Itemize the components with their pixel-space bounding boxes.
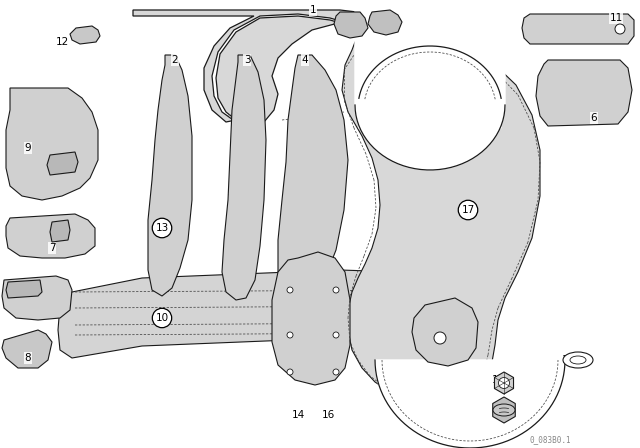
Polygon shape bbox=[342, 30, 540, 400]
Text: 6: 6 bbox=[591, 113, 597, 123]
Circle shape bbox=[434, 332, 446, 344]
Polygon shape bbox=[355, 0, 505, 170]
Circle shape bbox=[287, 287, 293, 293]
Polygon shape bbox=[278, 55, 348, 300]
Polygon shape bbox=[368, 10, 402, 35]
Text: 9: 9 bbox=[25, 143, 31, 153]
Text: 0_083B0.1: 0_083B0.1 bbox=[530, 435, 572, 444]
Polygon shape bbox=[536, 60, 632, 126]
Polygon shape bbox=[334, 12, 368, 38]
Text: 13: 13 bbox=[492, 375, 504, 385]
Polygon shape bbox=[412, 298, 478, 366]
Text: 7: 7 bbox=[49, 243, 55, 253]
Polygon shape bbox=[6, 280, 42, 298]
Polygon shape bbox=[493, 397, 515, 423]
Ellipse shape bbox=[493, 404, 515, 416]
Text: 8: 8 bbox=[25, 353, 31, 363]
Text: 13: 13 bbox=[156, 223, 168, 233]
Circle shape bbox=[287, 369, 293, 375]
Text: 11: 11 bbox=[609, 13, 623, 23]
Polygon shape bbox=[133, 10, 448, 126]
Text: 16: 16 bbox=[321, 410, 335, 420]
Ellipse shape bbox=[563, 352, 593, 368]
Text: 1: 1 bbox=[310, 5, 316, 15]
Text: 5: 5 bbox=[355, 13, 362, 23]
Text: 10: 10 bbox=[492, 403, 504, 413]
Text: 15: 15 bbox=[444, 333, 456, 343]
Polygon shape bbox=[359, 46, 501, 128]
Polygon shape bbox=[6, 88, 98, 200]
Polygon shape bbox=[6, 214, 95, 258]
Polygon shape bbox=[47, 152, 78, 175]
Circle shape bbox=[333, 287, 339, 293]
Circle shape bbox=[333, 332, 339, 338]
Circle shape bbox=[333, 369, 339, 375]
Polygon shape bbox=[495, 372, 513, 394]
Polygon shape bbox=[2, 330, 52, 368]
Text: 3: 3 bbox=[244, 55, 250, 65]
Text: 18: 18 bbox=[381, 13, 395, 23]
Polygon shape bbox=[50, 220, 70, 242]
Polygon shape bbox=[522, 14, 634, 44]
Polygon shape bbox=[2, 276, 72, 320]
Ellipse shape bbox=[570, 356, 586, 364]
Polygon shape bbox=[222, 55, 266, 300]
Text: 17: 17 bbox=[561, 355, 575, 365]
Polygon shape bbox=[58, 270, 418, 358]
Circle shape bbox=[287, 332, 293, 338]
Polygon shape bbox=[272, 252, 350, 385]
Circle shape bbox=[499, 378, 509, 388]
Text: 2: 2 bbox=[172, 55, 179, 65]
Text: 17: 17 bbox=[461, 205, 475, 215]
Polygon shape bbox=[148, 55, 192, 296]
Text: 14: 14 bbox=[291, 410, 305, 420]
Polygon shape bbox=[375, 360, 565, 448]
Text: 12: 12 bbox=[56, 37, 68, 47]
Circle shape bbox=[615, 24, 625, 34]
Text: 4: 4 bbox=[301, 55, 308, 65]
Polygon shape bbox=[70, 26, 100, 44]
Text: 10: 10 bbox=[156, 313, 168, 323]
